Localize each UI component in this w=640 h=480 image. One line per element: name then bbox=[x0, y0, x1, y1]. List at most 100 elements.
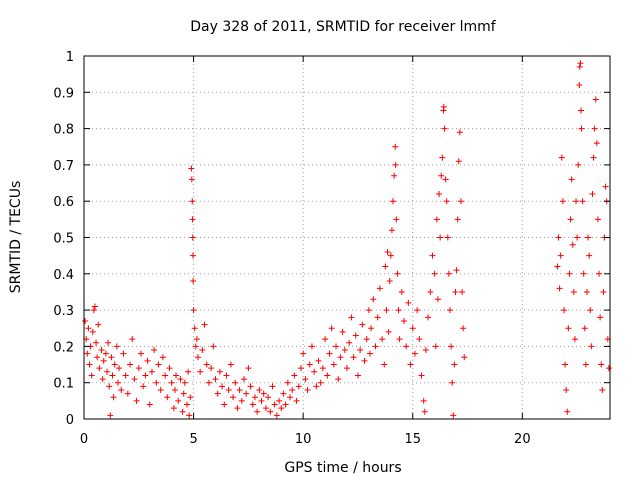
data-point bbox=[177, 376, 184, 383]
data-point bbox=[447, 307, 454, 314]
data-point bbox=[590, 154, 597, 161]
data-point bbox=[348, 314, 355, 321]
data-point bbox=[398, 288, 405, 295]
data-point bbox=[322, 336, 329, 343]
x-tick-label: 20 bbox=[514, 432, 531, 447]
data-point bbox=[189, 252, 196, 259]
data-point bbox=[391, 172, 398, 179]
data-point bbox=[422, 347, 429, 354]
data-point bbox=[374, 314, 381, 321]
data-point bbox=[300, 350, 307, 357]
data-point bbox=[326, 350, 333, 357]
y-tick-label: 0 bbox=[66, 413, 74, 428]
data-point bbox=[197, 368, 204, 375]
data-point bbox=[586, 252, 593, 259]
data-point bbox=[388, 227, 395, 234]
data-point bbox=[315, 357, 322, 364]
data-point bbox=[289, 386, 296, 393]
data-point bbox=[85, 325, 92, 332]
data-point bbox=[569, 241, 576, 248]
y-tick-label: 0.9 bbox=[53, 86, 74, 101]
data-point bbox=[352, 332, 359, 339]
data-point bbox=[592, 96, 599, 103]
data-point bbox=[370, 296, 377, 303]
data-point bbox=[576, 82, 583, 89]
data-point bbox=[396, 336, 403, 343]
data-point bbox=[319, 365, 326, 372]
data-point bbox=[113, 343, 120, 350]
data-point bbox=[203, 361, 210, 368]
data-point bbox=[451, 361, 458, 368]
data-point bbox=[580, 270, 587, 277]
data-point bbox=[181, 379, 188, 386]
data-point bbox=[420, 397, 427, 404]
data-point bbox=[382, 263, 389, 270]
data-point bbox=[444, 234, 451, 241]
data-point bbox=[400, 317, 407, 324]
y-tick-label: 0.1 bbox=[53, 377, 74, 392]
data-point bbox=[441, 125, 448, 132]
data-point bbox=[421, 408, 428, 415]
data-point bbox=[291, 372, 298, 379]
data-point bbox=[188, 165, 195, 172]
data-point bbox=[588, 343, 595, 350]
y-tick-label: 0.3 bbox=[53, 304, 74, 319]
data-point bbox=[94, 354, 101, 361]
data-point bbox=[427, 288, 434, 295]
data-point bbox=[443, 198, 450, 205]
data-point bbox=[284, 379, 291, 386]
data-point bbox=[273, 412, 280, 419]
data-point bbox=[386, 278, 393, 285]
data-point bbox=[201, 321, 208, 328]
data-point bbox=[265, 394, 272, 401]
data-point bbox=[190, 307, 197, 314]
data-point bbox=[313, 383, 320, 390]
data-point bbox=[129, 336, 136, 343]
data-point bbox=[205, 379, 212, 386]
data-point bbox=[575, 161, 582, 168]
data-point bbox=[297, 365, 304, 372]
data-point bbox=[91, 303, 98, 310]
data-point bbox=[557, 252, 564, 259]
y-tick-label: 0.2 bbox=[53, 340, 74, 355]
data-point bbox=[431, 270, 438, 277]
data-point bbox=[304, 386, 311, 393]
data-point bbox=[86, 361, 93, 368]
x-tick-label: 15 bbox=[404, 432, 421, 447]
data-point bbox=[133, 397, 140, 404]
data-point bbox=[282, 401, 289, 408]
data-point bbox=[140, 383, 147, 390]
data-point bbox=[460, 325, 467, 332]
data-point bbox=[234, 405, 241, 412]
data-point bbox=[108, 354, 115, 361]
data-point bbox=[262, 405, 269, 412]
data-point bbox=[118, 386, 125, 393]
data-point bbox=[591, 125, 598, 132]
data-point bbox=[269, 383, 276, 390]
data-point bbox=[157, 386, 164, 393]
data-point bbox=[453, 267, 460, 274]
data-point bbox=[184, 401, 191, 408]
data-point bbox=[90, 307, 97, 314]
data-point bbox=[243, 390, 250, 397]
data-point bbox=[179, 408, 186, 415]
data-point bbox=[110, 394, 117, 401]
data-point bbox=[452, 288, 459, 295]
data-point bbox=[449, 379, 456, 386]
data-point bbox=[577, 60, 584, 67]
data-point bbox=[212, 376, 219, 383]
data-point bbox=[102, 350, 109, 357]
data-point bbox=[361, 357, 368, 364]
data-point bbox=[411, 350, 418, 357]
data-point bbox=[109, 372, 116, 379]
data-point bbox=[434, 296, 441, 303]
data-point bbox=[249, 401, 256, 408]
data-point bbox=[339, 328, 346, 335]
data-point bbox=[232, 379, 239, 386]
data-point bbox=[311, 368, 318, 375]
data-point bbox=[384, 249, 391, 256]
data-point bbox=[168, 379, 175, 386]
data-point bbox=[576, 63, 583, 70]
data-point bbox=[192, 343, 199, 350]
